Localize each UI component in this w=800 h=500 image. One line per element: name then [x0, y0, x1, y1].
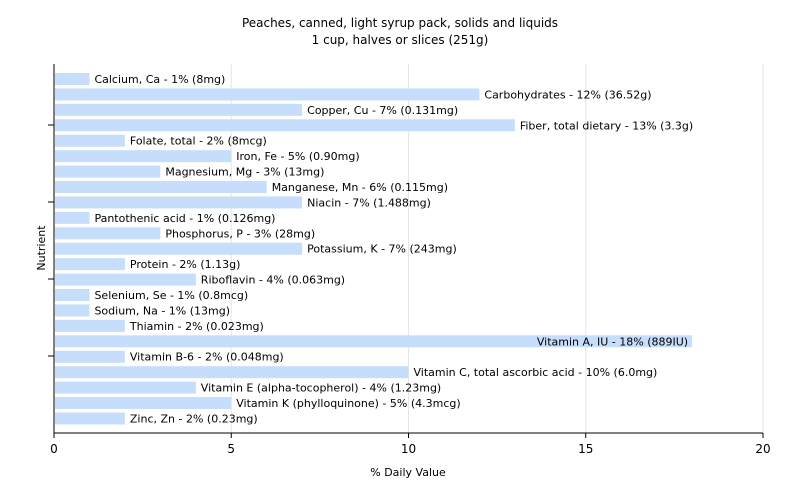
bar — [55, 289, 90, 302]
bar-label: Vitamin A, IU - 18% (889IU) — [537, 335, 688, 348]
bar — [55, 73, 90, 85]
bar — [55, 103, 303, 116]
bar — [55, 211, 90, 224]
y-axis-label: Nutrient — [35, 225, 48, 271]
x-tick-label: 15 — [578, 442, 593, 456]
bar-label: Magnesium, Mg - 3% (13mg) — [165, 166, 324, 179]
bar-label: Riboflavin - 4% (0.063mg) — [201, 274, 345, 287]
bar-label: Potassium, K - 7% (243mg) — [307, 243, 457, 256]
chart-subtitle: 1 cup, halves or slices (251g) — [312, 33, 489, 47]
bar — [55, 196, 303, 209]
bar-label: Protein - 2% (1.13g) — [130, 258, 241, 271]
bar-label: Fiber, total dietary - 13% (3.3g) — [520, 119, 693, 132]
bar-label: Zinc, Zn - 2% (0.23mg) — [130, 412, 258, 425]
bar — [55, 88, 480, 101]
bar-label: Pantothenic acid - 1% (0.126mg) — [94, 212, 275, 225]
x-tick-label: 0 — [50, 442, 58, 456]
bar — [55, 242, 303, 255]
axes — [48, 64, 764, 438]
bar-label: Vitamin K (phylloquinone) - 5% (4.3mcg) — [236, 397, 460, 410]
x-axis-label: % Daily Value — [370, 466, 446, 479]
x-tick-label: 20 — [755, 442, 770, 456]
bar — [55, 150, 232, 163]
bar-label: Thiamin - 2% (0.023mg) — [129, 320, 264, 333]
bar-label: Iron, Fe - 5% (0.90mg) — [236, 150, 359, 163]
bars: Calcium, Ca - 1% (8mg) Carbohydrates - 12… — [55, 73, 693, 425]
bar — [55, 165, 161, 178]
chart-title: Peaches, canned, light syrup pack, solid… — [242, 16, 558, 30]
bar — [55, 273, 196, 286]
x-tick-label: 10 — [401, 442, 416, 456]
bar — [55, 319, 125, 332]
bar — [55, 134, 125, 147]
bar — [55, 227, 161, 240]
bar — [55, 412, 125, 425]
bar — [55, 350, 125, 363]
bar-label: Phosphorus, P - 3% (28mg) — [165, 227, 315, 240]
bar-label: Copper, Cu - 7% (0.131mg) — [307, 104, 458, 117]
x-tick-labels: 0 5 10 15 20 — [50, 442, 770, 456]
bar-label: Vitamin B-6 - 2% (0.048mg) — [130, 351, 284, 364]
bar — [55, 181, 267, 194]
bar-label: Manganese, Mn - 6% (0.115mg) — [272, 181, 448, 194]
bar — [55, 258, 125, 271]
bar — [55, 304, 90, 317]
bar — [55, 335, 693, 348]
bar — [55, 381, 196, 394]
bar-label: Sodium, Na - 1% (13mg) — [94, 304, 230, 317]
bar-label: Selenium, Se - 1% (0.8mcg) — [94, 289, 248, 302]
bar — [55, 366, 409, 379]
bar-label: Calcium, Ca - 1% (8mg) — [94, 73, 225, 86]
bar-label: Vitamin C, total ascorbic acid - 10% (6.… — [414, 366, 658, 379]
bar-label: Niacin - 7% (1.488mg) — [307, 196, 431, 209]
x-tick-label: 5 — [227, 442, 235, 456]
bar-label: Vitamin E (alpha-tocopherol) - 4% (1.23m… — [201, 382, 441, 395]
bar — [55, 119, 515, 132]
bar-label: Carbohydrates - 12% (36.52g) — [484, 88, 651, 101]
bar-label: Folate, total - 2% (8mcg) — [130, 135, 267, 148]
bar — [55, 397, 232, 410]
